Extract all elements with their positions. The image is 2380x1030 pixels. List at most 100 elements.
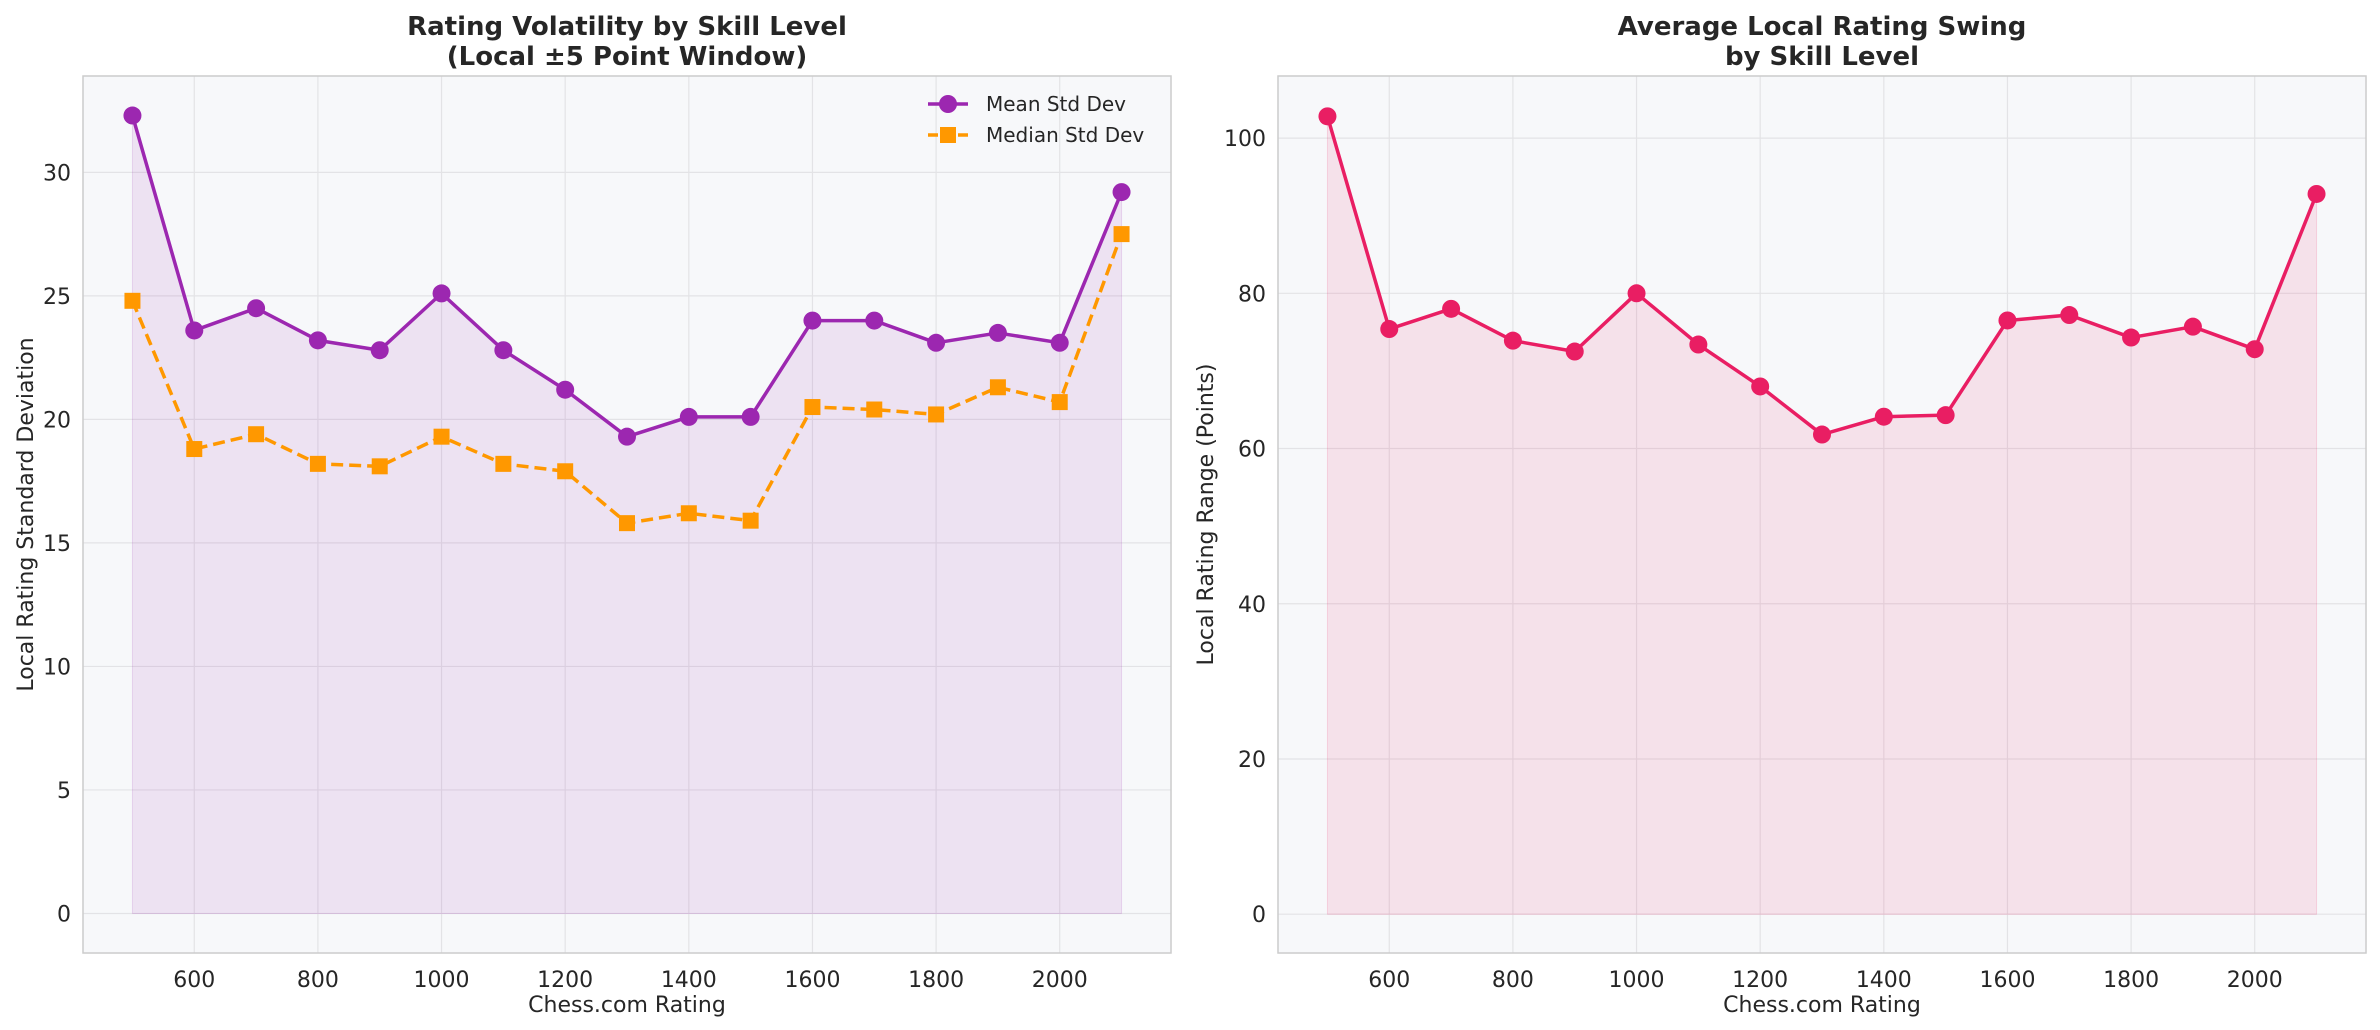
y-tick-label: 20	[43, 408, 71, 433]
x-tick-label: 1200	[537, 968, 593, 993]
data-point	[2122, 328, 2141, 347]
data-point	[248, 426, 265, 443]
data-point	[1318, 107, 1337, 126]
x-tick-label: 1800	[2103, 968, 2159, 993]
y-tick-label: 60	[1238, 438, 1266, 463]
data-point	[556, 380, 575, 399]
x-tick-label: 1000	[1609, 968, 1665, 993]
data-point	[618, 427, 636, 446]
y-tick-label: 15	[43, 532, 71, 557]
data-point	[247, 299, 266, 318]
data-point	[988, 323, 1007, 342]
data-point	[927, 333, 946, 352]
data-point	[1813, 425, 1831, 444]
x-tick-labels: 600 800 1000 1200 1400 1600 1800 2000	[1368, 968, 2282, 993]
x-tick-label: 800	[1492, 968, 1534, 993]
x-tick-label: 1000	[414, 968, 470, 993]
x-tick-label: 800	[297, 968, 339, 993]
data-point	[1689, 335, 1708, 354]
data-point	[1112, 183, 1131, 202]
series-lines	[1318, 107, 2326, 444]
data-point	[619, 515, 635, 532]
data-point	[495, 455, 512, 472]
data-point	[803, 311, 822, 330]
y-tick-label: 20	[1238, 748, 1266, 773]
data-point	[185, 321, 204, 340]
data-point	[2307, 184, 2326, 203]
data-point	[1380, 320, 1399, 339]
x-axis-label: Chess.com Rating	[528, 993, 726, 1018]
data-point	[309, 455, 326, 472]
y-tick-labels: 0 5 10 15 20 25 30	[43, 161, 71, 927]
data-point	[432, 284, 451, 303]
gridlines	[83, 76, 1171, 953]
x-tick-label: 2000	[1032, 968, 1088, 993]
x-tick-label: 1200	[1732, 968, 1788, 993]
data-point	[1503, 331, 1522, 350]
data-point	[1050, 333, 1069, 352]
data-point	[494, 341, 513, 360]
data-point	[1998, 311, 2017, 330]
data-point	[308, 331, 327, 350]
x-tick-label: 2000	[2227, 968, 2283, 993]
data-point	[1565, 342, 1584, 361]
volatility-chart: 600 800 1000 1200 1400 1600 1800 2000 0 5 10 15 20 2…	[14, 12, 1172, 1018]
x-tick-label: 600	[173, 968, 215, 993]
x-tick-label: 1400	[1856, 968, 1912, 993]
data-point	[741, 407, 760, 426]
y-tick-label: 0	[1252, 903, 1266, 928]
data-point	[989, 379, 1006, 396]
y-tick-labels: 0 20 40 60 80 100	[1224, 127, 1266, 928]
chart-title-line1: Rating Volatility by Skill Level	[407, 12, 847, 42]
data-point	[679, 407, 698, 426]
data-point	[742, 512, 759, 529]
legend-marker-mean	[939, 95, 957, 113]
data-point	[1936, 406, 1955, 425]
y-axis-label: Local Rating Range (Points)	[1194, 364, 1219, 666]
chart-title-line2: by Skill Level	[1725, 42, 1919, 72]
data-point	[866, 401, 883, 418]
data-point	[2245, 340, 2264, 359]
data-point	[371, 458, 388, 475]
y-tick-label: 0	[57, 902, 71, 927]
data-point	[123, 106, 142, 125]
plot-frame	[1277, 75, 2367, 954]
data-point	[928, 406, 945, 423]
chart-title-line1: Average Local Rating Swing	[1618, 12, 2027, 42]
x-tick-label: 1800	[908, 968, 964, 993]
plot-area	[1278, 76, 2366, 953]
x-tick-label: 1400	[661, 968, 717, 993]
data-point	[1874, 407, 1893, 426]
data-point	[1627, 284, 1646, 303]
x-axis-label: Chess.com Rating	[1723, 993, 1921, 1018]
gridlines	[1278, 76, 2366, 953]
series-lines	[123, 106, 1131, 532]
data-point	[370, 341, 389, 360]
x-tick-labels: 600 800 1000 1200 1400 1600 1800 2000	[173, 968, 1087, 993]
legend-label-median: Median Std Dev	[986, 123, 1144, 147]
plot-frame	[82, 75, 1172, 954]
data-point	[804, 399, 821, 416]
data-point	[865, 311, 884, 330]
plot-area	[83, 76, 1171, 953]
y-tick-label: 10	[43, 655, 71, 680]
x-tick-label: 1600	[1979, 968, 2035, 993]
data-point	[557, 463, 574, 480]
y-tick-label: 100	[1224, 127, 1266, 152]
data-point	[1751, 377, 1770, 396]
y-tick-label: 5	[57, 779, 71, 804]
x-tick-label: 600	[1368, 968, 1410, 993]
data-point	[2060, 306, 2079, 325]
data-point	[433, 428, 450, 445]
legend-marker-median	[940, 127, 956, 143]
data-point	[124, 292, 141, 309]
data-point	[2183, 317, 2202, 336]
data-point	[1442, 299, 1461, 318]
y-tick-label: 80	[1238, 282, 1266, 307]
y-tick-label: 40	[1238, 593, 1266, 618]
chart-title-line2: (Local ±5 Point Window)	[447, 42, 807, 72]
swing-chart: 600 800 1000 1200 1400 1600 1800 2000 0 20 40 60 80…	[1194, 12, 2367, 1018]
data-point	[1051, 394, 1068, 411]
data-point	[680, 505, 697, 522]
